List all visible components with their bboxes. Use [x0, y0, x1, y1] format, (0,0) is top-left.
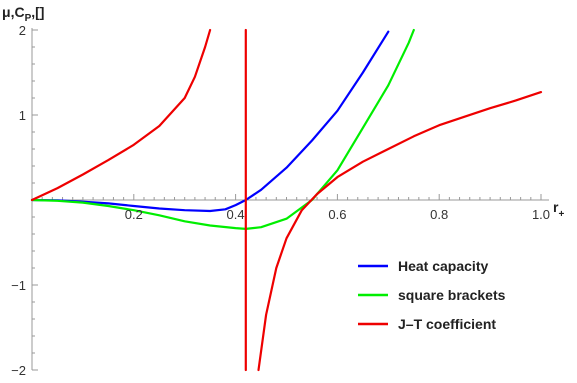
- y-tick-label: 2: [19, 23, 26, 38]
- x-tick-label: 0.4: [227, 207, 245, 222]
- series-line-j-t-coefficient: [30, 28, 212, 202]
- legend-label: J–T coefficient: [398, 316, 496, 332]
- series-layer: [30, 28, 543, 372]
- x-tick-label: 0.8: [430, 207, 448, 222]
- series-line-heat-capacity: [30, 30, 390, 213]
- y-tick-label: −1: [11, 278, 26, 293]
- series-line-j-t-coefficient: [257, 91, 543, 372]
- x-tick-label: 0.2: [125, 207, 143, 222]
- x-tick-label: 0.6: [328, 207, 346, 222]
- y-tick-label: 1: [19, 108, 26, 123]
- y-tick-label: −2: [11, 363, 26, 378]
- legend-label: Heat capacity: [398, 258, 488, 274]
- legend: Heat capacity square brackets J–T coeffici…: [358, 258, 506, 332]
- y-axis-title: μ,CP,[]: [2, 4, 44, 24]
- x-tick-label: 1.0: [532, 207, 550, 222]
- legend-label: square brackets: [398, 287, 506, 303]
- x-axis-title: r+: [553, 199, 564, 220]
- labels-layer: 0.2 0.4 0.6 0.8 1.0 2 1 −1 −2 r+ μ,CP,[]: [2, 4, 564, 378]
- series-line-square-brackets: [30, 28, 415, 230]
